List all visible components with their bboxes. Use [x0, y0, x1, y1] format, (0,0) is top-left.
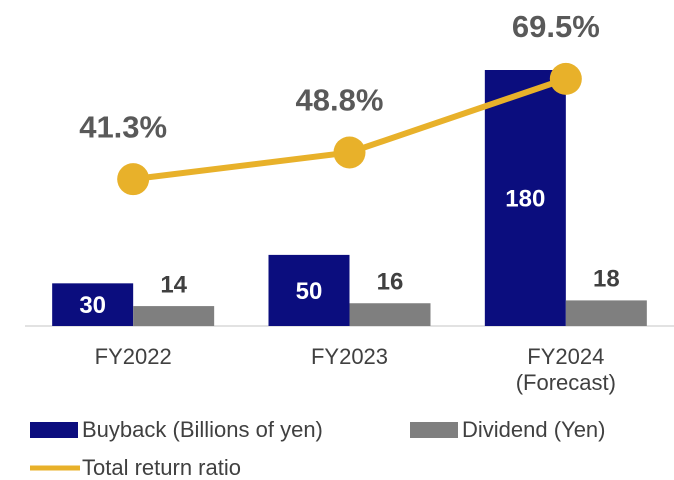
bar — [484, 70, 566, 326]
data-label: 180 — [505, 185, 545, 212]
x-tick-label: FY2022 — [95, 344, 172, 369]
x-tick-label: FY2023 — [311, 344, 388, 369]
bar — [349, 303, 431, 326]
legend-label: Dividend (Yen) — [462, 417, 606, 442]
line-point — [549, 62, 582, 95]
data-label: 69.5% — [512, 9, 600, 44]
x-tick-label: FY2024 (Forecast) — [516, 344, 616, 395]
line-point — [117, 163, 150, 196]
legend-label: Total return ratio — [82, 455, 241, 480]
legend-swatch — [30, 422, 78, 438]
data-label: 18 — [593, 266, 620, 293]
line-point — [333, 136, 366, 169]
data-label: 50 — [296, 278, 323, 305]
data-label: 16 — [377, 269, 404, 296]
bar — [52, 283, 134, 326]
legend-swatch — [410, 422, 458, 438]
data-label: 48.8% — [296, 83, 384, 118]
data-label: 14 — [160, 271, 187, 298]
data-label: 30 — [79, 292, 106, 319]
bar — [565, 300, 647, 326]
data-label: 41.3% — [79, 109, 167, 144]
bar — [268, 254, 350, 326]
bar — [133, 306, 215, 326]
legend-label: Buyback (Billions of yen) — [82, 417, 323, 442]
